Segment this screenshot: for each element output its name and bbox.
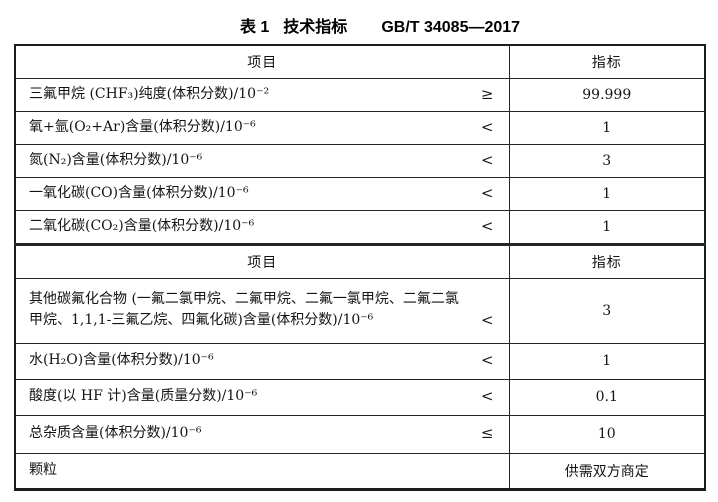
header-value-label: 指标	[508, 242, 706, 279]
table-header-row: 项目 指标	[14, 44, 706, 79]
row-operator: <	[480, 117, 494, 136]
row-operator: <	[480, 183, 494, 202]
row-operator: <	[480, 311, 494, 329]
header-item-label: 项目	[14, 44, 510, 79]
table-row: 一氧化碳(CO)含量(体积分数)/10⁻⁶ < 1	[14, 176, 706, 211]
row-item-label: 氮(N₂)含量(体积分数)/10⁻⁶	[29, 151, 203, 168]
header-item-label: 项目	[14, 242, 510, 279]
row-value: 1	[508, 209, 706, 245]
standard-number: GB/T 34085—2017	[381, 19, 521, 36]
table-row: 二氧化碳(CO₂)含量(体积分数)/10⁻⁶ < 1	[14, 209, 706, 245]
row-item-label: 一氧化碳(CO)含量(体积分数)/10⁻⁶	[29, 184, 249, 201]
table-title: 表 1 技术指标 GB/T 34085—2017	[0, 13, 718, 37]
table-row: 氧+氩(O₂+Ar)含量(体积分数)/10⁻⁶ < 1	[14, 110, 706, 145]
row-value: 99.999	[508, 77, 706, 112]
row-operator: <	[480, 387, 494, 405]
table-number: 表 1	[239, 19, 270, 36]
spec-table: 项目 指标 三氟甲烷 (CHF₃)纯度(体积分数)/10⁻² ≥ 99.999 …	[14, 44, 706, 491]
table-row: 总杂质含量(体积分数)/10⁻⁶ ≤ 10	[14, 414, 706, 454]
row-value: 3	[508, 143, 706, 178]
table-row: 其他碳氟化合物 (一氟二氯甲烷、二氟甲烷、二氟一氯甲烷、二氟二氯甲烷、1,1,1…	[14, 277, 706, 344]
row-item-label: 二氧化碳(CO₂)含量(体积分数)/10⁻⁶	[29, 217, 255, 234]
table-header-row-repeat: 项目 指标	[14, 242, 706, 279]
row-item-label: 水(H₂O)含量(体积分数)/10⁻⁶	[29, 352, 214, 368]
row-operator: <	[480, 150, 494, 169]
row-operator: ≤	[480, 424, 494, 442]
table-row: 颗粒 供需双方商定	[14, 452, 706, 490]
row-value: 1	[508, 342, 706, 380]
table-row: 水(H₂O)含量(体积分数)/10⁻⁶ < 1	[14, 342, 706, 380]
row-item-label: 颗粒	[29, 461, 57, 478]
row-value: 10	[508, 414, 706, 454]
row-item-label: 酸度(以 HF 计)含量(质量分数)/10⁻⁶	[29, 388, 258, 404]
row-value: 1	[508, 110, 706, 145]
row-value: 1	[508, 176, 706, 211]
table-row: 酸度(以 HF 计)含量(质量分数)/10⁻⁶ < 0.1	[14, 378, 706, 416]
row-item-label: 总杂质含量(体积分数)/10⁻⁶	[29, 425, 202, 441]
row-value: 0.1	[508, 378, 706, 416]
row-item-label: 三氟甲烷 (CHF₃)纯度(体积分数)/10⁻²	[29, 85, 270, 102]
row-operator: ≥	[480, 84, 494, 103]
row-item-label: 其他碳氟化合物 (一氟二氯甲烷、二氟甲烷、二氟一氯甲烷、二氟二氯甲烷、1,1,1…	[29, 291, 459, 328]
table-row: 三氟甲烷 (CHF₃)纯度(体积分数)/10⁻² ≥ 99.999	[14, 77, 706, 112]
header-value-label: 指标	[508, 44, 706, 79]
row-value: 供需双方商定	[508, 452, 706, 490]
row-value: 3	[508, 277, 706, 344]
row-item-label: 氧+氩(O₂+Ar)含量(体积分数)/10⁻⁶	[29, 118, 256, 135]
table-name: 技术指标	[283, 19, 348, 36]
row-operator: <	[480, 351, 494, 369]
row-operator: <	[480, 216, 494, 235]
table-row: 氮(N₂)含量(体积分数)/10⁻⁶ < 3	[14, 143, 706, 178]
